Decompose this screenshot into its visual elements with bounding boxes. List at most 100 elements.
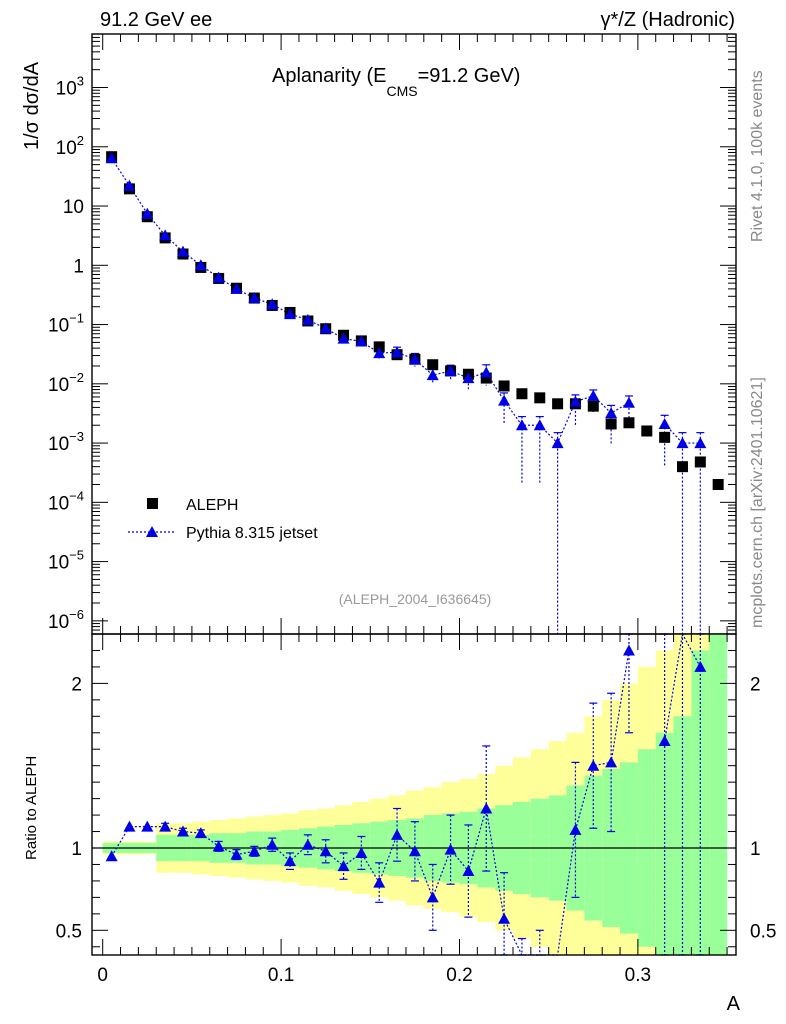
ratio-xlabel: A: [727, 993, 741, 1015]
main-title-sub: CMS: [387, 83, 418, 99]
x-tick-label: 0.3: [625, 965, 651, 986]
y-tick-label-base: 10: [48, 316, 69, 337]
pythia-point: [426, 369, 439, 381]
y-tick-label: 10: [63, 197, 84, 218]
y-tick-label: 10−5: [48, 548, 84, 574]
y-tick-label: 10−6: [48, 607, 84, 633]
ratio-y-tick-label-left: 2: [71, 674, 82, 695]
ratio-y-tick-label-right: 1: [750, 839, 761, 860]
y-tick-label-exponent: 2: [77, 133, 84, 148]
pythia-point: [658, 417, 671, 429]
aleph-point: [480, 372, 492, 384]
pythia-point: [105, 152, 118, 164]
y-tick-label-base: 10: [48, 434, 69, 455]
ratio-point: [605, 756, 618, 768]
y-tick-label-base: 10: [63, 197, 84, 218]
ratio-point: [141, 820, 154, 832]
ratio-point: [248, 845, 261, 857]
main-frame: [91, 33, 737, 635]
pythia-point: [676, 437, 689, 449]
aleph-point: [516, 388, 528, 400]
ratio-point: [284, 855, 297, 867]
ratio-point: [622, 644, 635, 656]
y-tick-label-base: 10: [48, 553, 69, 574]
ratio-point: [391, 828, 404, 840]
main-title-main: Aplanarity (E: [272, 65, 387, 87]
pythia-point: [694, 437, 707, 449]
band-inner: [709, 634, 728, 955]
pythia-point: [301, 313, 314, 325]
aleph-point: [373, 341, 385, 353]
y-tick-label: 102: [56, 133, 84, 159]
pythia-point: [284, 308, 297, 320]
ratio-point: [373, 876, 386, 888]
y-tick-label-base: 1: [73, 256, 84, 277]
ratio-point: [408, 845, 421, 857]
ratio-point: [444, 843, 457, 855]
pythia-point: [337, 332, 350, 344]
ratio-y-tick-label-left: 1: [71, 839, 82, 860]
legend: ALEPH Pythia 8.315 jetset: [128, 497, 318, 542]
aleph-point: [659, 431, 671, 443]
pythia-point: [176, 245, 189, 257]
main-ylabel: 1/σ dσ/dA: [21, 61, 43, 150]
pythia-point: [515, 419, 528, 431]
x-tick-label: 0.2: [446, 965, 472, 986]
pythia-point: [533, 419, 546, 431]
aleph-point: [676, 461, 688, 473]
y-tick-label-base: 10: [48, 612, 69, 633]
pythia-point: [123, 179, 136, 191]
y-tick-label-exponent: 3: [77, 74, 84, 89]
legend-marker-pythia: [146, 526, 158, 537]
ratio-point: [355, 846, 368, 858]
pythia-point: [212, 271, 225, 283]
pythia-point: [569, 395, 582, 407]
pythia-point: [605, 407, 618, 419]
aleph-point: [712, 478, 724, 490]
x-ticks: 0 0.1 0.2 0.3: [97, 34, 728, 986]
pythia-point: [462, 372, 475, 384]
pythia-point: [587, 389, 600, 401]
ratio-point: [498, 912, 511, 924]
aleph-point: [498, 380, 510, 392]
pythia-point: [498, 394, 511, 406]
ratio-point: [658, 735, 671, 746]
y-tick-label-exponent: −2: [69, 370, 84, 385]
y-tick-label-exponent: −5: [69, 548, 84, 563]
ratio-frame: [91, 633, 737, 956]
aleph-point: [587, 400, 599, 412]
ratio-point: [212, 840, 225, 852]
ratio-point: [301, 838, 314, 850]
pythia-point: [230, 282, 243, 294]
aleph-point: [427, 359, 439, 371]
header-left: 91.2 GeV ee: [100, 9, 212, 31]
ratio-point: [337, 860, 350, 872]
pythia-line: [664, 423, 701, 444]
pythia-point: [622, 396, 635, 408]
ratio-point: [587, 759, 600, 771]
ratio-point: [319, 845, 332, 857]
y-tick-label-exponent: −6: [69, 607, 84, 622]
pythia-point: [444, 364, 457, 376]
y-tick-label: 10−3: [48, 429, 84, 455]
ratio-point: [462, 865, 475, 877]
header-right: γ*/Z (Hadronic): [601, 9, 735, 31]
ratio-point: [123, 820, 136, 832]
side-text-bottom: mcplots.cern.ch [arXiv:2401.10621]: [749, 377, 766, 628]
y-tick-label: 10−4: [48, 488, 84, 514]
ratio-point: [694, 660, 707, 672]
main-title-tail: =91.2 GeV): [418, 65, 521, 87]
uncertainty-bands: [102, 634, 728, 955]
aleph-point: [534, 392, 546, 404]
y-tick-label: 10−1: [48, 311, 84, 337]
pythia-point: [248, 292, 261, 304]
y-tick-label: 10−2: [48, 370, 84, 396]
y-tick-label-exponent: −4: [69, 488, 84, 503]
pythia-line: [111, 157, 630, 445]
ratio-plot: 0 0.1 0.2 0.3 0.5 0.5 1 1 2 2: [56, 34, 776, 986]
aleph-point: [552, 398, 564, 410]
y-tick-label-base: 10: [56, 79, 77, 100]
aleph-point: [641, 425, 653, 437]
